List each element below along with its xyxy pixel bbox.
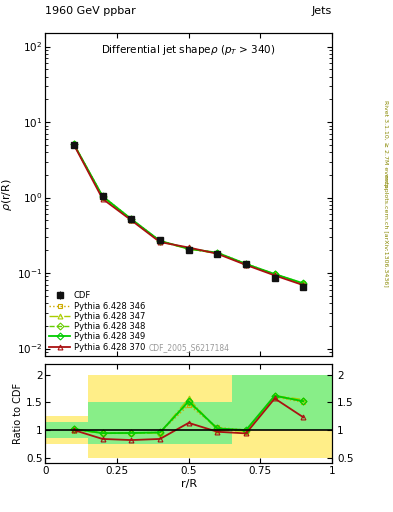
- Pythia 6.428 347: [72, 141, 76, 147]
- Pythia 6.428 348: [129, 216, 134, 222]
- Text: Rivet 3.1.10, ≥ 2.7M events: Rivet 3.1.10, ≥ 2.7M events: [383, 99, 388, 187]
- Pythia 6.428 349: [129, 216, 134, 222]
- Pythia 6.428 348: [186, 246, 191, 252]
- Line: Pythia 6.428 346: Pythia 6.428 346: [72, 142, 306, 286]
- Pythia 6.428 346: [215, 249, 220, 255]
- Pythia 6.428 348: [272, 271, 277, 278]
- Pythia 6.428 347: [272, 272, 277, 278]
- Text: Jets: Jets: [312, 6, 332, 16]
- Pythia 6.428 347: [186, 246, 191, 252]
- Pythia 6.428 348: [244, 261, 248, 267]
- Pythia 6.428 370: [158, 239, 162, 245]
- Pythia 6.428 346: [186, 246, 191, 252]
- X-axis label: r/R: r/R: [180, 479, 197, 489]
- Pythia 6.428 370: [301, 282, 306, 288]
- Legend: CDF, Pythia 6.428 346, Pythia 6.428 347, Pythia 6.428 348, Pythia 6.428 349, Pyt: CDF, Pythia 6.428 346, Pythia 6.428 347,…: [48, 290, 147, 353]
- Pythia 6.428 346: [272, 271, 277, 277]
- Pythia 6.428 348: [100, 194, 105, 200]
- Y-axis label: $\rho$(r/R): $\rho$(r/R): [0, 178, 14, 211]
- Pythia 6.428 346: [72, 141, 76, 147]
- Pythia 6.428 348: [215, 250, 220, 256]
- Text: CDF_2005_S6217184: CDF_2005_S6217184: [148, 344, 229, 353]
- Pythia 6.428 349: [301, 280, 306, 286]
- Pythia 6.428 347: [244, 261, 248, 267]
- Pythia 6.428 370: [100, 196, 105, 202]
- Pythia 6.428 349: [186, 246, 191, 252]
- Pythia 6.428 347: [215, 250, 220, 257]
- Pythia 6.428 370: [215, 251, 220, 257]
- Pythia 6.428 348: [158, 238, 162, 244]
- Pythia 6.428 349: [244, 261, 248, 267]
- Pythia 6.428 348: [301, 281, 306, 287]
- Pythia 6.428 347: [100, 194, 105, 200]
- Pythia 6.428 349: [158, 238, 162, 244]
- Text: Differential jet shape$\rho$ ($p_T$ > 340): Differential jet shape$\rho$ ($p_T$ > 34…: [101, 43, 276, 57]
- Pythia 6.428 370: [129, 217, 134, 223]
- Pythia 6.428 349: [100, 193, 105, 199]
- Pythia 6.428 349: [215, 250, 220, 256]
- Pythia 6.428 346: [129, 216, 134, 222]
- Pythia 6.428 346: [100, 193, 105, 199]
- Pythia 6.428 370: [244, 262, 248, 268]
- Line: Pythia 6.428 347: Pythia 6.428 347: [72, 142, 306, 286]
- Text: 1960 GeV ppbar: 1960 GeV ppbar: [45, 6, 136, 16]
- Line: Pythia 6.428 349: Pythia 6.428 349: [72, 142, 306, 286]
- Pythia 6.428 346: [301, 280, 306, 286]
- Line: Pythia 6.428 348: Pythia 6.428 348: [72, 142, 306, 286]
- Pythia 6.428 346: [244, 261, 248, 267]
- Pythia 6.428 347: [301, 281, 306, 287]
- Pythia 6.428 370: [186, 244, 191, 250]
- Pythia 6.428 370: [272, 272, 277, 279]
- Pythia 6.428 349: [272, 271, 277, 277]
- Line: Pythia 6.428 370: Pythia 6.428 370: [72, 142, 306, 288]
- Pythia 6.428 348: [72, 141, 76, 147]
- Pythia 6.428 346: [158, 238, 162, 244]
- Pythia 6.428 347: [129, 217, 134, 223]
- Pythia 6.428 370: [72, 142, 76, 148]
- Text: mcpplots.cern.ch [arXiv:1306.3436]: mcpplots.cern.ch [arXiv:1306.3436]: [383, 174, 388, 287]
- Pythia 6.428 347: [158, 238, 162, 244]
- Pythia 6.428 349: [72, 141, 76, 147]
- Y-axis label: Ratio to CDF: Ratio to CDF: [13, 383, 23, 444]
